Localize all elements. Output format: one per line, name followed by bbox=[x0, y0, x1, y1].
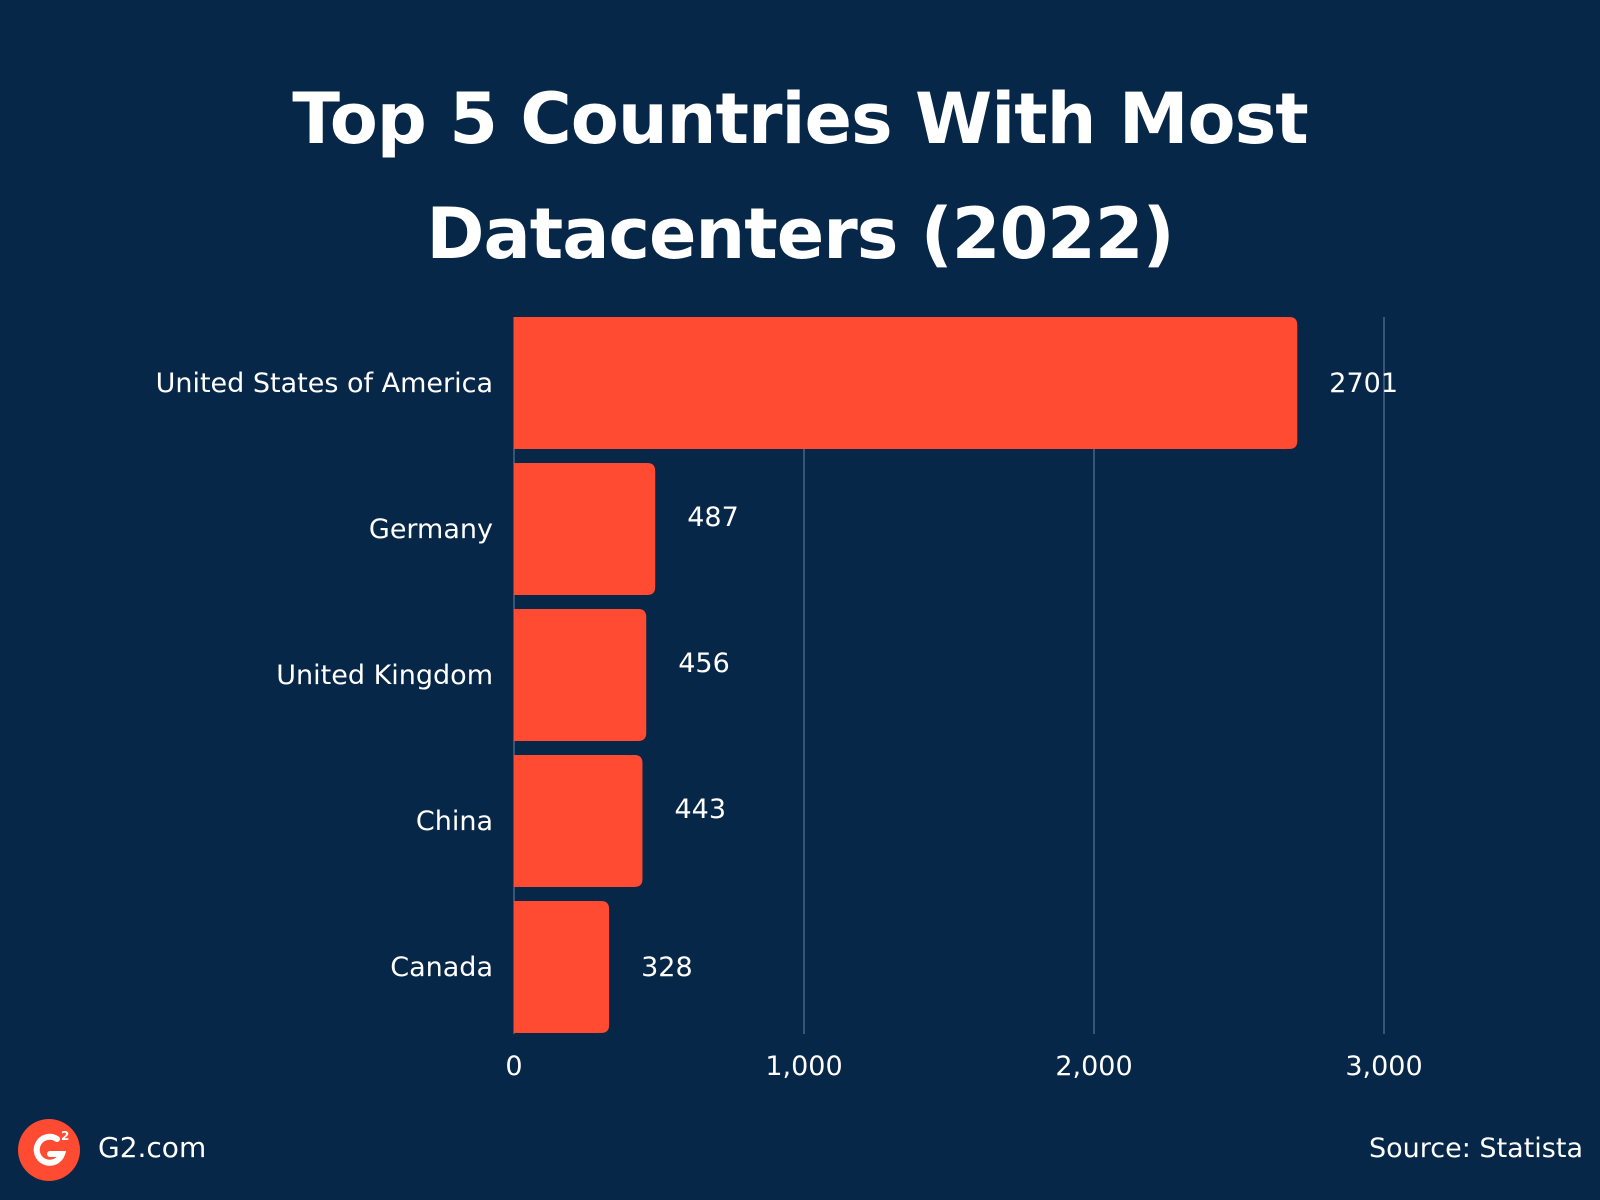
g2-logo-icon: 2 bbox=[18, 1119, 80, 1181]
x-tick-label-2: 2,000 bbox=[1055, 1051, 1132, 1082]
bar-0 bbox=[514, 317, 1298, 449]
x-tick-label-0: 0 bbox=[505, 1051, 522, 1082]
value-label-1: 487 bbox=[687, 502, 739, 533]
g2-logo-superscript: 2 bbox=[61, 1129, 69, 1143]
labels: 0 1,000 2,000 3,000 United States of America… bbox=[156, 368, 1423, 1082]
value-label-4: 328 bbox=[641, 952, 693, 983]
footer-site-label: G2.com bbox=[98, 1131, 207, 1164]
g2-logo-g-mark bbox=[33, 1133, 67, 1166]
bar-4 bbox=[514, 901, 610, 1033]
footer-source-label: Source: Statista bbox=[1369, 1133, 1583, 1164]
category-label-3: China bbox=[416, 806, 493, 837]
category-label-2: United Kingdom bbox=[276, 660, 493, 691]
category-label-4: Canada bbox=[390, 952, 493, 983]
category-label-1: Germany bbox=[369, 514, 493, 545]
value-label-2: 456 bbox=[678, 648, 730, 679]
value-label-0: 2701 bbox=[1329, 368, 1398, 399]
bars bbox=[514, 317, 1298, 1033]
chart-title: Top 5 Countries With Most Datacenters (2… bbox=[0, 62, 1600, 292]
bar-3 bbox=[514, 755, 643, 887]
g2-logo-circle bbox=[18, 1119, 80, 1181]
chart-title-line-2: Datacenters (2022) bbox=[426, 193, 1174, 275]
value-label-3: 443 bbox=[674, 794, 726, 825]
bar-2 bbox=[514, 609, 647, 741]
bar-1 bbox=[514, 463, 656, 595]
x-tick-label-1: 1,000 bbox=[765, 1051, 842, 1082]
category-label-0: United States of America bbox=[156, 368, 493, 399]
chart-title-line-1: Top 5 Countries With Most bbox=[292, 78, 1308, 160]
x-tick-label-3: 3,000 bbox=[1345, 1051, 1422, 1082]
